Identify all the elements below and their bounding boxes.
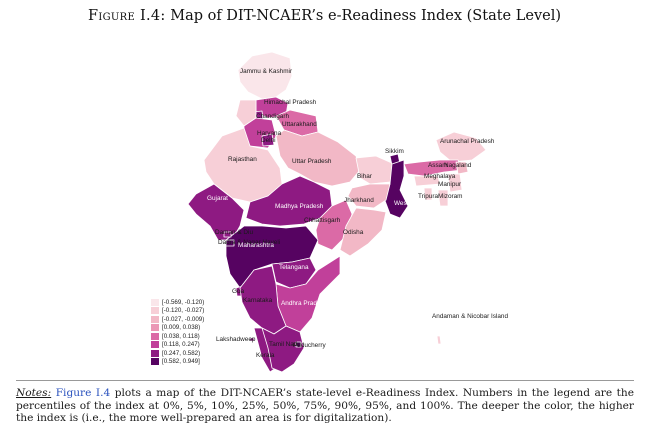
legend-label: [-0.120, -0.027) bbox=[162, 307, 205, 315]
legend-swatch bbox=[151, 358, 159, 366]
label-jammu-kashmir: Jammu & Kashmir bbox=[240, 68, 293, 75]
label-uttar-pradesh: Uttar Pradesh bbox=[292, 158, 332, 165]
label-meghalaya: Meghalaya bbox=[424, 173, 456, 180]
label-daman-diu: Daman & Diu bbox=[215, 229, 253, 236]
legend-item: [0.009, 0.038) bbox=[151, 324, 204, 333]
state-tripura bbox=[423, 187, 433, 201]
state-jharkhand bbox=[347, 183, 391, 209]
state-jammu-kashmir bbox=[237, 51, 293, 100]
state-nagaland bbox=[455, 161, 469, 175]
state-dadra-nagar-haveli bbox=[225, 239, 235, 247]
legend-label: [-0.569, -0.120) bbox=[162, 298, 205, 306]
state-tamil-nadu bbox=[261, 325, 305, 373]
label-madhya-pradesh: Madhya Pradesh bbox=[275, 203, 324, 210]
legend-label: [-0.027, -0.009) bbox=[162, 315, 205, 323]
legend-swatch bbox=[151, 298, 159, 306]
notes-divider bbox=[16, 380, 634, 381]
label-gujarat: Gujarat bbox=[207, 195, 228, 202]
label-lakshadweep: Lakshadweep bbox=[216, 336, 256, 343]
notes-text: plots a map of the DIT-NCAER’s state-lev… bbox=[16, 387, 634, 425]
legend-item: [0.247, 0.582) bbox=[151, 349, 204, 358]
legend-item: [-0.120, -0.027) bbox=[151, 307, 204, 316]
label-mizoram: Mizoram bbox=[438, 193, 463, 200]
label-sikkim: Sikkim bbox=[385, 148, 404, 155]
territory-lakshadweep bbox=[249, 337, 255, 342]
label-andhra-pradesh: Andhra Pradesh bbox=[281, 300, 328, 307]
legend-swatch bbox=[151, 349, 159, 357]
state-telangana bbox=[271, 257, 317, 289]
state-puducherry bbox=[295, 341, 302, 348]
label-tamil-nadu: Tamil Nadu bbox=[269, 341, 301, 348]
label-manipur: Manipur bbox=[438, 181, 462, 188]
legend-item: [-0.569, -0.120) bbox=[151, 298, 204, 307]
label-uttarakhand: Uttarakhand bbox=[282, 121, 317, 128]
state-delhi bbox=[261, 133, 275, 147]
legend-item: [0.038, 0.118) bbox=[151, 332, 204, 341]
legend-swatch bbox=[151, 324, 159, 332]
legend-label: [0.009, 0.038) bbox=[162, 324, 201, 332]
legend-swatch bbox=[151, 307, 159, 315]
label-chandigarh: Chandigarh bbox=[256, 113, 289, 120]
label-tripura: Tripura bbox=[418, 193, 438, 200]
legend-swatch bbox=[151, 315, 159, 323]
state-arunachal-pradesh bbox=[435, 131, 487, 163]
label-dadra-nagar-haveli: Dadra & Nagar Haveli bbox=[218, 239, 280, 246]
state-odisha bbox=[339, 207, 387, 257]
label-assam: Assam bbox=[428, 162, 448, 169]
label-kerala: Kerala bbox=[256, 352, 275, 359]
label-rajasthan: Rajasthan bbox=[228, 156, 257, 163]
label-telangana: Telangana bbox=[279, 264, 309, 271]
state-mizoram bbox=[437, 189, 449, 207]
state-daman-diu bbox=[223, 231, 232, 238]
figure-notes: Notes: Figure I.4 plots a map of the DIT… bbox=[16, 387, 634, 425]
label-chhattisgarh: Chhattisgarh bbox=[304, 217, 341, 224]
legend-label: [0.582, 0.949] bbox=[162, 358, 200, 366]
legend-item: [-0.027, -0.009) bbox=[151, 315, 204, 324]
legend-label: [0.247, 0.582) bbox=[162, 349, 201, 357]
notes-label: Notes: bbox=[16, 387, 52, 399]
label-haryana: Haryana bbox=[257, 130, 282, 137]
legend-item: [0.582, 0.949] bbox=[151, 358, 204, 367]
label-puducherry: Puducherry bbox=[293, 342, 326, 349]
label-jharkhand: Jharkhand bbox=[344, 197, 374, 204]
figure-number: Figure I.4: bbox=[87, 8, 166, 24]
state-uttar-pradesh bbox=[275, 129, 361, 187]
map-legend: [-0.569, -0.120) [-0.120, -0.027) [-0.02… bbox=[151, 298, 204, 366]
territory-andaman-nicobar bbox=[436, 335, 442, 345]
figure-caption: Map of DIT-NCAER’s e-Readiness Index (St… bbox=[170, 8, 562, 24]
label-delhi: Delhi bbox=[261, 137, 276, 144]
label-goa: Goa bbox=[232, 288, 245, 295]
state-manipur bbox=[447, 173, 463, 193]
label-andaman-nicobar: Andaman & Nicobar Island bbox=[432, 313, 508, 320]
state-meghalaya bbox=[413, 175, 441, 187]
label-himachal-pradesh: Himachal Pradesh bbox=[264, 99, 317, 106]
label-maharashtra: Maharashtra bbox=[238, 242, 274, 249]
label-karnataka: Karnataka bbox=[243, 297, 273, 304]
figure-link[interactable]: Figure I.4 bbox=[55, 387, 111, 399]
figure-title: Figure I.4: Map of DIT-NCAER’s e-Readine… bbox=[0, 8, 649, 24]
legend-label: [0.118, 0.247) bbox=[162, 341, 200, 349]
label-bihar: Bihar bbox=[357, 173, 373, 180]
label-west-bengal: West Bengal bbox=[394, 200, 430, 207]
label-arunachal-pradesh: Arunachal Pradesh bbox=[440, 138, 495, 145]
legend-swatch bbox=[151, 341, 159, 349]
legend-label: [0.038, 0.118) bbox=[162, 332, 200, 340]
label-nagaland: Nagaland bbox=[444, 162, 472, 169]
legend-item: [0.118, 0.247) bbox=[151, 341, 204, 350]
label-odisha: Odisha bbox=[343, 229, 364, 236]
legend-swatch bbox=[151, 332, 159, 340]
